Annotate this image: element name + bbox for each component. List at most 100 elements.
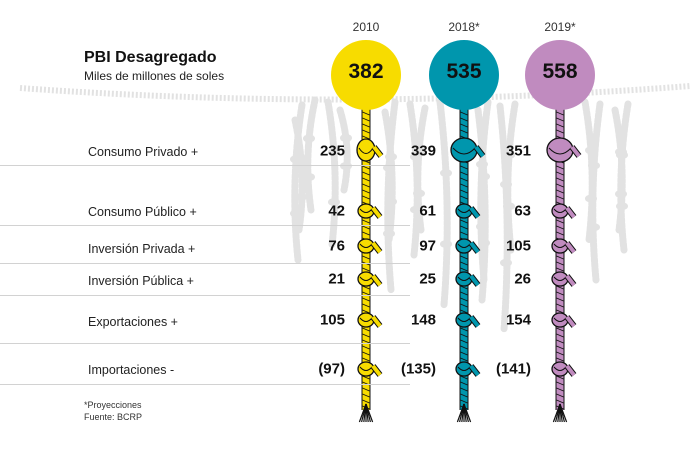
rope-twist	[362, 297, 370, 302]
background-knot	[478, 172, 490, 181]
value-consumo-privado-2018: 339	[410, 142, 436, 160]
rope-twist	[362, 351, 370, 356]
value-importaciones-2018: (135)	[400, 360, 436, 378]
background-knot	[385, 197, 397, 206]
chart-title: PBI Desagregado	[84, 49, 217, 66]
rope-twist	[362, 393, 370, 398]
rope-twist	[460, 333, 468, 338]
rope-2010	[356, 92, 384, 423]
background-knot	[303, 173, 315, 181]
rope-twist	[460, 231, 468, 236]
value-exportaciones-2010: 105	[319, 311, 345, 329]
rope-twist	[460, 393, 468, 398]
rope-knot-tail	[469, 274, 480, 287]
row-label-inversion-publica: Inversión Pública +	[88, 274, 194, 288]
rope-knot-line	[452, 147, 476, 155]
rope-knot-tail	[469, 315, 480, 328]
rope-twist	[556, 219, 564, 224]
rope-twist	[460, 255, 468, 260]
value-consumo-publico-2018: 61	[419, 202, 436, 220]
rope-twist	[556, 285, 564, 290]
rope-twist	[460, 381, 468, 386]
row-separator	[0, 295, 410, 296]
background-rope	[384, 98, 399, 294]
rope-twist	[362, 129, 370, 134]
rope-knot-tail	[565, 241, 576, 254]
column-year-2010: 2010	[352, 20, 380, 34]
rope-twist	[556, 225, 564, 230]
rope-twist	[460, 291, 468, 296]
rope-twist	[460, 285, 468, 290]
background-rope	[474, 106, 489, 304]
rope-knot-tail	[371, 241, 382, 254]
rope-twist	[460, 387, 468, 392]
background-knot	[340, 134, 352, 142]
background-knot	[295, 193, 307, 201]
row-label-consumo-publico: Consumo Público +	[88, 205, 197, 219]
rope-twist	[556, 189, 564, 194]
rope-twist	[556, 357, 564, 362]
chart-subtitle: Miles de millones de soles	[84, 69, 225, 83]
column-year-2018: 2018*	[448, 20, 480, 34]
rope-knot-tail	[565, 315, 576, 328]
rope-twist	[460, 123, 468, 128]
rope-twist	[556, 177, 564, 182]
background-rope	[291, 101, 306, 264]
total-badge-2010: 382	[331, 40, 401, 110]
rope-twist	[556, 375, 564, 380]
rope-twist	[556, 333, 564, 338]
rope-twist	[556, 351, 564, 356]
rope-twist	[460, 261, 468, 266]
rope-knot-tail	[469, 241, 480, 254]
rope-twist	[362, 183, 370, 188]
total-badge-2018: 535	[429, 40, 499, 110]
rope-twist	[362, 291, 370, 296]
rope-twist	[460, 171, 468, 176]
background-knot	[588, 223, 600, 232]
rope-knot-tail	[469, 206, 480, 219]
rope-knot-tail	[565, 206, 576, 219]
rope-twist	[362, 327, 370, 332]
background-knot	[328, 148, 340, 157]
background-knot	[440, 169, 452, 178]
row-separator	[0, 225, 410, 226]
value-inversion-privada-2019: 105	[505, 237, 531, 255]
rope-twist	[460, 195, 468, 200]
rope-twist	[556, 111, 564, 116]
rope-twist	[460, 117, 468, 122]
rope-twist	[362, 399, 370, 404]
rope-twist	[556, 231, 564, 236]
rope-twist	[460, 111, 468, 116]
rope-twist	[460, 267, 468, 272]
background-knot	[440, 240, 452, 249]
rope-twist	[556, 261, 564, 266]
rope-twist	[460, 303, 468, 308]
rope-twist	[460, 309, 468, 314]
rope-twist	[362, 225, 370, 230]
rope-twist	[460, 351, 468, 356]
background-rope	[324, 98, 339, 249]
background-knot	[413, 146, 425, 155]
value-inversion-publica-2010: 21	[328, 270, 345, 288]
value-exportaciones-2018: 148	[410, 311, 436, 329]
rope-twist	[460, 165, 468, 170]
value-inversion-publica-2018: 25	[419, 270, 436, 288]
rope-knot-tail	[371, 206, 382, 219]
background-knot	[588, 161, 600, 170]
value-inversion-privada-2010: 76	[328, 237, 345, 255]
rope-twist	[362, 177, 370, 182]
background-knot	[503, 151, 515, 160]
rope-twist	[362, 345, 370, 350]
background-rope	[336, 106, 351, 194]
background-rope	[589, 100, 604, 284]
rope-twist	[556, 255, 564, 260]
background-knot	[616, 202, 628, 211]
rope-twist	[460, 177, 468, 182]
value-consumo-publico-2010: 42	[328, 202, 345, 220]
value-consumo-publico-2019: 63	[514, 202, 531, 220]
rope-knot-tail	[474, 145, 485, 158]
background-rope	[617, 100, 632, 254]
rope-twist	[556, 297, 564, 302]
value-inversion-privada-2018: 97	[419, 237, 436, 255]
